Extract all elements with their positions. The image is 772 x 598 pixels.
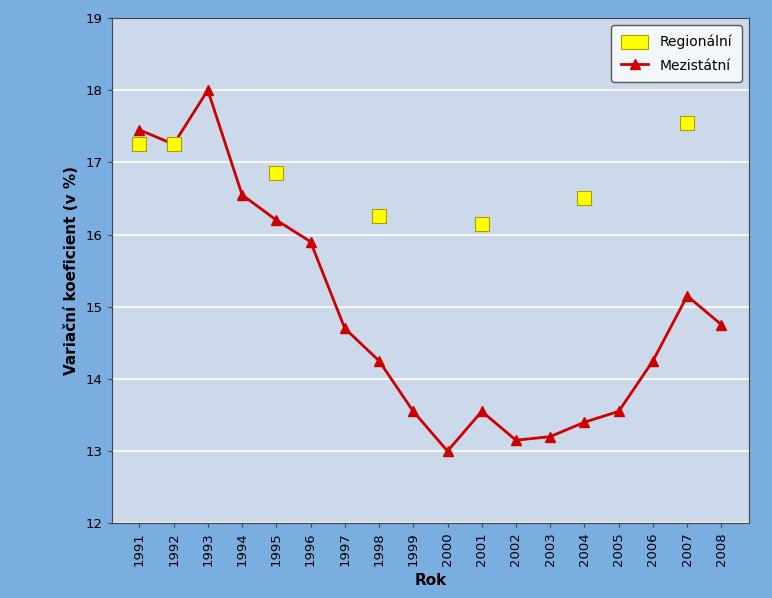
- Point: [168, 139, 180, 149]
- Point: [681, 118, 693, 127]
- X-axis label: Rok: Rok: [415, 573, 446, 588]
- Point: [578, 194, 591, 203]
- Point: [476, 219, 488, 228]
- Legend: Regionální, Mezistátní: Regionální, Mezistátní: [611, 25, 742, 83]
- Point: [133, 139, 145, 149]
- Y-axis label: Variační koeficient (v %): Variační koeficient (v %): [64, 166, 79, 375]
- Point: [373, 212, 385, 221]
- Point: [270, 169, 283, 178]
